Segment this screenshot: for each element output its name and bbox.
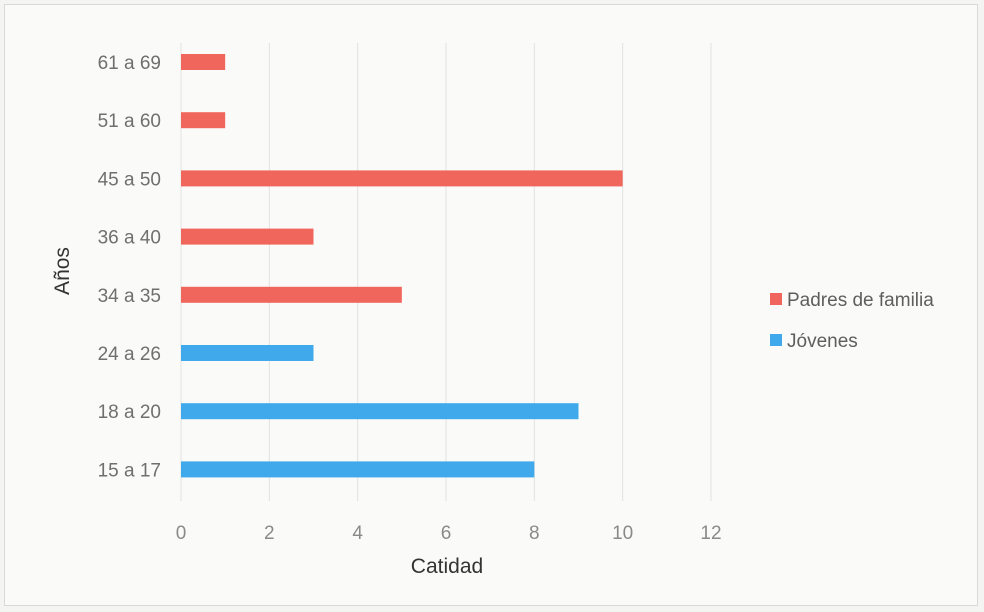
category-label-61-a-69: 61 a 69 <box>98 53 161 74</box>
category-label-36-a-40: 36 a 40 <box>98 228 161 249</box>
category-label-24-a-26: 24 a 26 <box>98 344 161 365</box>
legend-swatch-padres-de-familia <box>770 293 782 305</box>
x-tick-label-4: 4 <box>352 523 363 544</box>
chart-frame: 0 2 4 6 8 10 12 61 a 69 51 a 60 45 a 50 36 a 40 34… <box>4 4 978 606</box>
bar-jovenes-15-a-17 <box>181 461 535 478</box>
category-label-45-a-50: 45 a 50 <box>98 169 161 190</box>
legend-label-padres-de-familia: Padres de familia <box>787 290 934 311</box>
x-tick-label-0: 0 <box>176 523 187 544</box>
x-tick-label-6: 6 <box>441 523 452 544</box>
gridlines <box>180 43 712 501</box>
bar-jovenes-18-a-20 <box>181 403 579 420</box>
x-tick-label-8: 8 <box>529 523 540 544</box>
bar-padres-de-familia-61-a-69 <box>181 54 226 70</box>
bar-padres-de-familia-34-a-35 <box>181 286 402 303</box>
x-tick-label-2: 2 <box>264 523 275 544</box>
category-label-18-a-20: 18 a 20 <box>98 402 161 423</box>
x-tick-label-12: 12 <box>700 523 721 544</box>
bar-padres-de-familia-51-a-60 <box>181 112 226 129</box>
x-tick-labels: 0 2 4 6 8 10 12 <box>176 523 722 544</box>
y-axis-title: Años <box>51 247 74 295</box>
category-labels: 61 a 69 51 a 60 45 a 50 36 a 40 34 a 35 24 a … <box>98 53 161 481</box>
x-tick-label-10: 10 <box>612 523 633 544</box>
legend-label-jovenes: Jóvenes <box>787 331 858 352</box>
bar-chart: 0 2 4 6 8 10 12 61 a 69 51 a 60 45 a 50 36 a 40 34… <box>51 43 934 578</box>
x-axis-title: Catidad <box>411 555 483 578</box>
category-label-15-a-17: 15 a 17 <box>98 460 161 481</box>
category-label-51-a-60: 51 a 60 <box>98 111 161 132</box>
legend-swatch-jovenes <box>770 334 782 346</box>
category-label-34-a-35: 34 a 35 <box>98 286 161 307</box>
bar-padres-de-familia-36-a-40 <box>181 228 314 245</box>
bar-padres-de-familia-45-a-50 <box>181 170 623 187</box>
bars <box>181 54 623 478</box>
legend: Padres de familia Jóvenes <box>770 290 934 352</box>
bar-jovenes-24-a-26 <box>181 345 314 361</box>
